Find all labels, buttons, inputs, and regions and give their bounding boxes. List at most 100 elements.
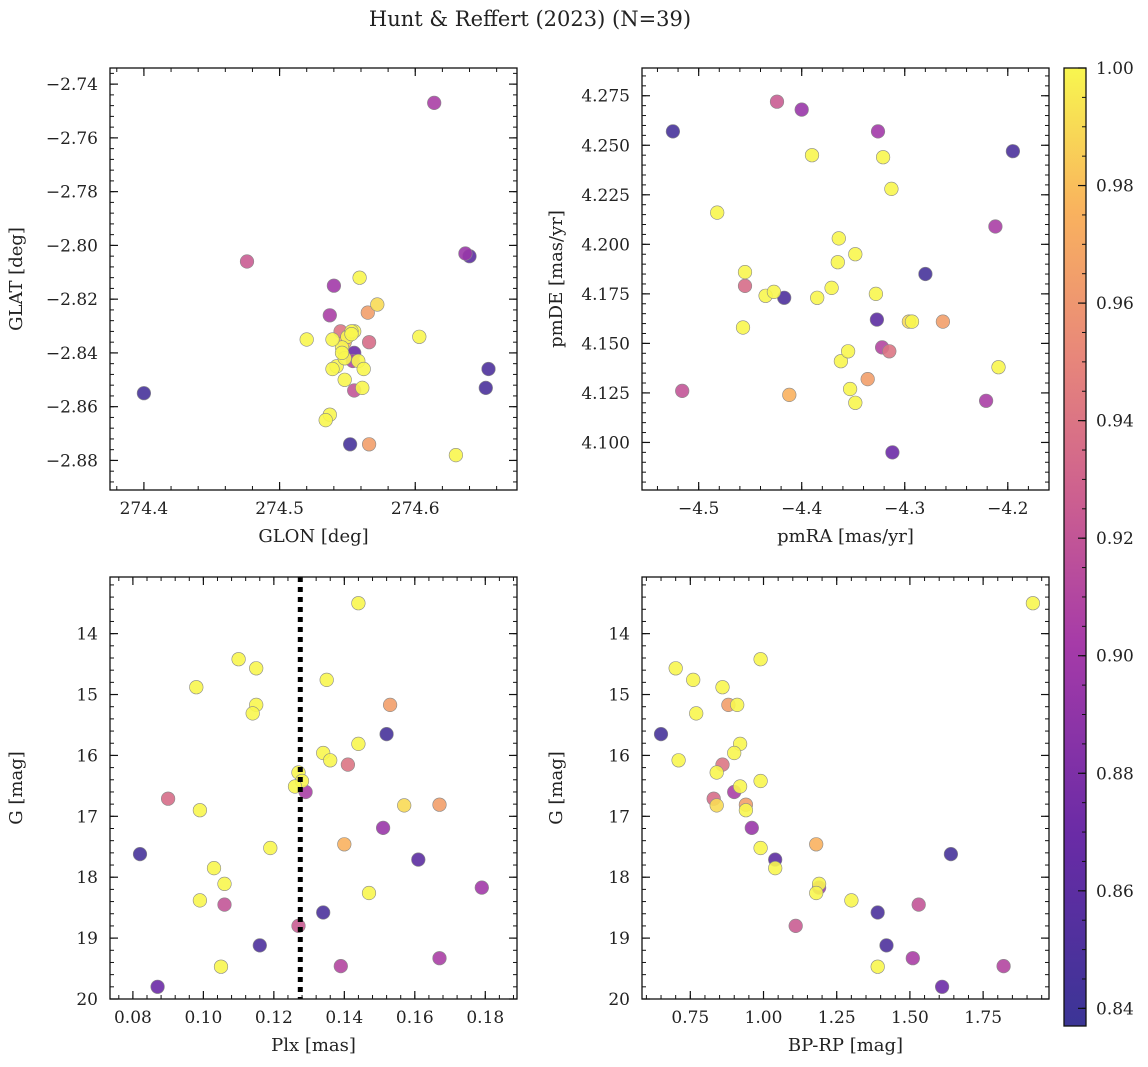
- data-point: [343, 437, 358, 452]
- data-point: [885, 445, 900, 460]
- data-point: [245, 706, 260, 721]
- colorbar-tick-label: 1.00: [1096, 59, 1134, 79]
- data-point: [668, 661, 683, 676]
- x-axis-label: pmRA [mas/yr]: [777, 526, 914, 547]
- y-tick-label: −2.76: [46, 129, 98, 149]
- data-point: [412, 329, 427, 344]
- data-point: [352, 270, 367, 285]
- data-point: [370, 297, 385, 312]
- colorbar-tick-label: 0.84: [1096, 999, 1134, 1019]
- figure-title: Hunt & Reffert (2023) (N=39): [369, 7, 691, 31]
- data-point: [730, 697, 745, 713]
- data-point: [809, 837, 824, 852]
- colorbar-tick-label: 0.94: [1096, 412, 1134, 432]
- data-point: [782, 387, 797, 403]
- x-tick-label: 274.4: [120, 499, 169, 519]
- x-tick-label: 1.50: [891, 1008, 929, 1028]
- y-tick-label: −2.80: [46, 236, 98, 256]
- data-point: [870, 905, 885, 920]
- colorbar-tick-label: 0.98: [1096, 177, 1134, 197]
- data-point: [665, 124, 681, 139]
- data-point: [788, 918, 803, 934]
- data-point: [362, 437, 377, 452]
- data-point: [715, 680, 730, 695]
- y-axis-label: G [mag]: [6, 751, 27, 824]
- data-point: [361, 885, 377, 901]
- panel-plx-g: 0.08 0.10 0.12 0.14 0.16 0.18 14 15 16 17 18 19 20 Pl…: [6, 576, 518, 1056]
- x-tick-label: 0.18: [466, 1008, 504, 1028]
- data-point: [334, 345, 350, 361]
- data-point: [830, 255, 845, 270]
- data-point: [744, 820, 759, 836]
- data-point: [150, 979, 165, 994]
- data-point: [351, 736, 366, 752]
- data-point: [882, 344, 897, 359]
- data-point: [794, 102, 809, 117]
- data-point: [132, 846, 148, 862]
- y-axis-label: GLAT [deg]: [6, 227, 27, 331]
- data-point: [333, 958, 348, 974]
- data-point: [231, 652, 246, 667]
- y-tick-label: −2.84: [46, 344, 98, 364]
- data-point: [362, 335, 377, 350]
- data-point: [1025, 596, 1040, 611]
- data-point: [709, 765, 724, 780]
- colorbar-tick-label: 0.90: [1096, 647, 1134, 667]
- y-tick-label: 4.125: [581, 384, 630, 404]
- data-point: [411, 852, 426, 867]
- data-point: [192, 893, 207, 908]
- data-point: [360, 305, 375, 320]
- data-point: [239, 254, 255, 269]
- y-tick-label: 4.250: [581, 136, 630, 156]
- x-axis-label: BP-RP [mag]: [788, 1035, 903, 1056]
- data-point: [189, 680, 204, 695]
- data-point: [675, 383, 690, 399]
- y-tick-label: 4.200: [581, 235, 630, 255]
- data-point: [326, 278, 342, 293]
- data-point: [870, 124, 886, 139]
- colorbar-gradient: [1064, 68, 1086, 1026]
- data-point: [376, 820, 391, 836]
- data-point: [824, 280, 839, 296]
- data-point: [686, 672, 701, 688]
- data-point: [319, 672, 334, 688]
- y-tick-label: 17: [76, 807, 98, 827]
- data-point: [978, 393, 994, 408]
- data-point: [192, 803, 207, 818]
- points-glon-glat: [136, 95, 496, 463]
- data-point: [848, 395, 863, 410]
- y-tick-label: −2.74: [46, 75, 98, 95]
- data-point: [340, 757, 356, 772]
- data-point: [322, 308, 337, 323]
- colorbar-tick-label: 0.96: [1096, 294, 1134, 314]
- data-point: [458, 246, 473, 261]
- x-tick-label: 274.6: [391, 499, 440, 519]
- colorbar-frame: [1063, 67, 1087, 1027]
- data-point: [710, 205, 725, 220]
- data-point: [249, 661, 264, 676]
- data-point: [735, 320, 751, 335]
- x-tick-label: 0.16: [396, 1008, 434, 1028]
- data-point: [474, 880, 489, 895]
- data-point: [323, 753, 338, 768]
- data-point: [351, 596, 366, 611]
- panels: 274.4 274.5 274.6 −2.74 −2.76 −2.78 −2.80 −2.82…: [6, 67, 1050, 1056]
- data-point: [337, 372, 352, 387]
- data-point: [911, 897, 926, 912]
- x-tick-label: −4.4: [781, 499, 822, 519]
- data-point: [753, 840, 768, 856]
- points-plx-g: [132, 596, 489, 994]
- data-point: [383, 697, 398, 713]
- y-tick-label: 18: [76, 868, 98, 888]
- data-point: [875, 150, 891, 165]
- x-tick-label: −4.2: [987, 499, 1028, 519]
- y-tick-label: 19: [608, 929, 630, 949]
- y-tick-label: 14: [76, 625, 98, 645]
- data-point: [870, 959, 885, 974]
- data-point: [844, 893, 859, 908]
- colorbar-tick-label: 0.88: [1096, 764, 1134, 784]
- axes-frame: [641, 576, 1050, 1000]
- data-point: [318, 413, 333, 428]
- y-tick-label: 19: [76, 929, 98, 949]
- data-point: [840, 344, 856, 359]
